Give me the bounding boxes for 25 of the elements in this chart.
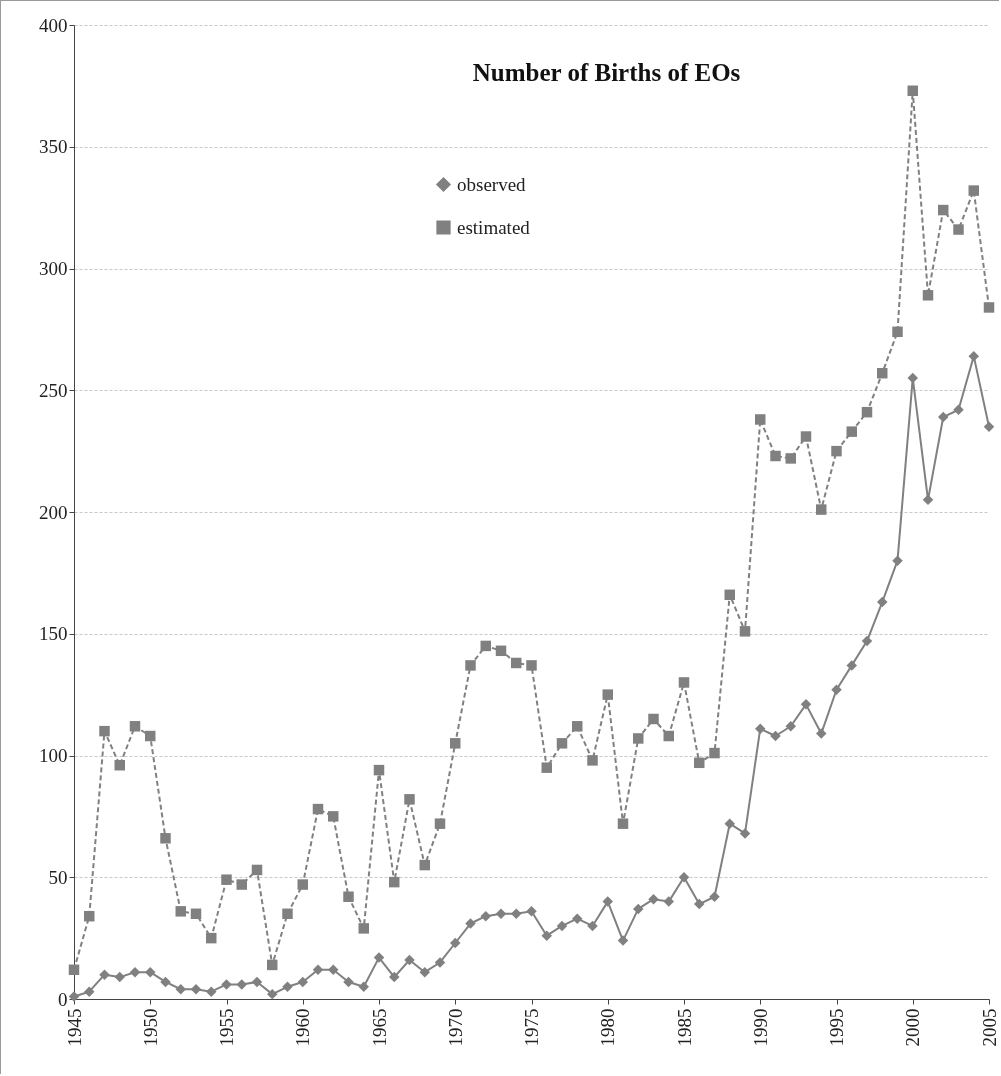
y-tick-label: 100 — [39, 745, 68, 766]
x-tick-label: 1945 — [63, 1008, 85, 1047]
y-tick-label: 150 — [39, 623, 68, 645]
x-tick-label: 1990 — [749, 1008, 771, 1047]
x-tick-label: 1960 — [292, 1008, 314, 1047]
y-tick-label: 250 — [39, 379, 68, 401]
x-tick-label: 2000 — [902, 1008, 924, 1047]
x-tick-label: 1995 — [826, 1008, 847, 1047]
x-tick-label: 1980 — [597, 1008, 619, 1047]
y-tick-label: 0 — [58, 988, 68, 1010]
y-tick-label: 200 — [39, 501, 68, 523]
y-tick-label: 50 — [48, 866, 68, 888]
x-tick-label: 1950 — [139, 1008, 161, 1047]
y-tick-label: 400 — [39, 14, 68, 36]
x-tick-label: 1955 — [216, 1008, 237, 1047]
text: Number of Births of EOs — [472, 59, 741, 86]
x-tick-label: 1985 — [673, 1008, 695, 1047]
x-tick-label: 1965 — [368, 1008, 390, 1047]
y-tick-label: 300 — [39, 258, 68, 279]
y-tick-label: 350 — [39, 136, 68, 158]
x-tick-label: 2005 — [978, 1008, 1000, 1047]
legend-label: estimated — [457, 216, 531, 238]
x-tick-label: 1975 — [521, 1008, 542, 1047]
x-tick-label: 1970 — [444, 1008, 466, 1047]
legend-label: observed — [457, 173, 527, 195]
